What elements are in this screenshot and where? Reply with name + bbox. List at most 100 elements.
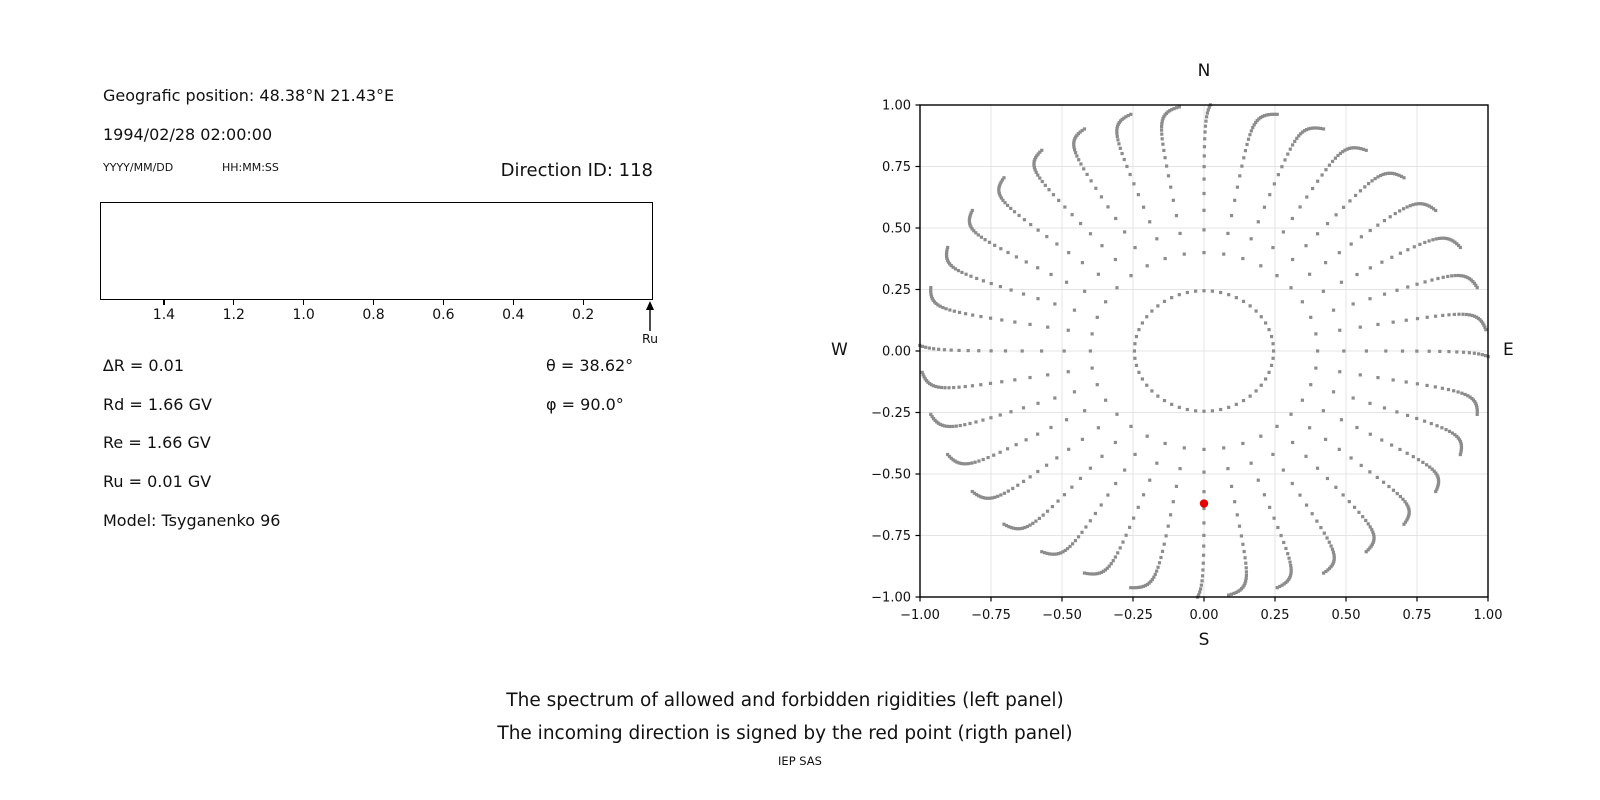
y-tick-label: 0.50 (882, 222, 911, 237)
asymptotic-dot (1229, 484, 1234, 488)
asymptotic-dot (1288, 147, 1292, 151)
asymptotic-dot (1245, 142, 1249, 147)
asymptotic-dot (944, 307, 948, 311)
asymptotic-dot (1132, 516, 1136, 520)
asymptotic-dot (967, 461, 971, 466)
asymptotic-dot (1226, 466, 1230, 471)
asymptotic-dot (1466, 276, 1470, 280)
asymptotic-dot (1202, 154, 1206, 158)
asymptotic-dot (1177, 293, 1181, 297)
compass-label-south: S (1198, 630, 1210, 650)
asymptotic-dot (1353, 193, 1358, 198)
asymptotic-dot (1383, 172, 1388, 176)
asymptotic-dot (1129, 586, 1133, 590)
asymptotic-dot (932, 300, 937, 304)
asymptotic-dot (1386, 171, 1390, 175)
asymptotic-dot (1068, 544, 1072, 549)
asymptotic-dot (1438, 349, 1442, 353)
ru-arrow-icon (646, 301, 654, 331)
asymptotic-dot (1467, 351, 1471, 355)
asymptotic-dot (1000, 380, 1004, 384)
asymptotic-dot (1428, 465, 1432, 469)
asymptotic-dot (1319, 126, 1323, 131)
asymptotic-dot (1289, 286, 1293, 290)
asymptotic-dot (1116, 551, 1120, 555)
asymptotic-dot (990, 496, 994, 500)
asymptotic-dot (1080, 261, 1085, 265)
asymptotic-dot (1333, 156, 1337, 160)
asymptotic-dot (986, 455, 990, 460)
asymptotic-dot (1107, 564, 1111, 568)
asymptotic-dot (1349, 242, 1353, 246)
asymptotic-dot (1070, 213, 1074, 217)
asymptotic-dot (1155, 461, 1159, 465)
asymptotic-dot (1398, 251, 1403, 255)
asymptotic-dot (931, 298, 935, 302)
asymptotic-dot (1182, 252, 1186, 256)
asymptotic-dot (1376, 175, 1380, 179)
asymptotic-dot (1290, 216, 1294, 221)
asymptotic-dot (1114, 216, 1118, 221)
asymptotic-dot (1403, 520, 1408, 524)
asymptotic-dot (1352, 146, 1356, 150)
asymptotic-dot (1133, 245, 1137, 250)
asymptotic-dot (1304, 244, 1308, 248)
asymptotic-dot (1083, 409, 1087, 413)
asymptotic-dot (1028, 375, 1032, 380)
asymptotic-dot (1288, 576, 1292, 580)
asymptotic-dot (929, 290, 933, 295)
asymptotic-dot (1003, 349, 1008, 353)
asymptotic-dot (1427, 239, 1431, 243)
asymptotic-dot (1014, 255, 1019, 259)
asymptotic-dot (1451, 239, 1455, 243)
asymptotic-dot (1442, 236, 1447, 240)
asymptotic-dot (1140, 321, 1144, 325)
asymptotic-dot (1006, 250, 1010, 255)
theta-value: θ = 38.62° (546, 356, 634, 375)
asymptotic-dot (1143, 583, 1148, 588)
compass-label-east: E (1503, 340, 1514, 360)
asymptotic-dot (1299, 132, 1303, 136)
asymptotic-dot (1289, 566, 1293, 571)
asymptotic-dot (1150, 389, 1154, 393)
asymptotic-dot (1387, 484, 1391, 489)
asymptotic-dot (1171, 500, 1175, 504)
asymptotic-dot (998, 450, 1002, 454)
asymptotic-dot (1415, 382, 1420, 386)
figure-caption: The spectrum of allowed and forbidden ri… (0, 684, 1570, 750)
asymptotic-dot (1020, 526, 1025, 530)
asymptotic-dot (1425, 203, 1429, 207)
asymptotic-dot (1298, 205, 1302, 209)
asymptotic-dot (1145, 315, 1149, 319)
asymptotic-dot (1326, 568, 1330, 572)
asymptotic-dot (1111, 559, 1115, 563)
time-format-label: HH:MM:SS (222, 161, 279, 174)
asymptotic-dot (1342, 349, 1346, 353)
x-tick-label: 0.75 (1403, 608, 1432, 623)
asymptotic-dot (1447, 429, 1452, 433)
asymptotic-dot (1160, 122, 1164, 126)
asymptotic-dot (1002, 522, 1006, 526)
asymptotic-dot (1093, 572, 1097, 576)
asymptotic-dot (1011, 526, 1016, 530)
asymptotic-dot (1252, 123, 1256, 127)
asymptotic-dot (1078, 476, 1083, 481)
asymptotic-dot (1382, 219, 1387, 223)
asymptotic-dot (968, 223, 972, 227)
asymptotic-dot (1475, 410, 1479, 414)
asymptotic-dot (948, 308, 952, 312)
asymptotic-dot (970, 208, 974, 213)
x-tick-label: 0.25 (1261, 608, 1290, 623)
asymptotic-dot (1156, 394, 1160, 398)
asymptotic-dot (1166, 110, 1170, 114)
asymptotic-dot (1458, 245, 1462, 250)
caption-line-1: The spectrum of allowed and forbidden ri… (506, 690, 1064, 711)
asymptotic-dot (1474, 403, 1479, 407)
asymptotic-dot (1425, 315, 1429, 319)
asymptotic-dot (1115, 129, 1119, 133)
y-tick-label: 0.00 (882, 345, 911, 360)
asymptotic-dot (1459, 443, 1463, 448)
asymptotic-dot (1000, 318, 1004, 322)
asymptotic-dot (1202, 165, 1206, 169)
asymptotic-dot (1421, 202, 1425, 206)
